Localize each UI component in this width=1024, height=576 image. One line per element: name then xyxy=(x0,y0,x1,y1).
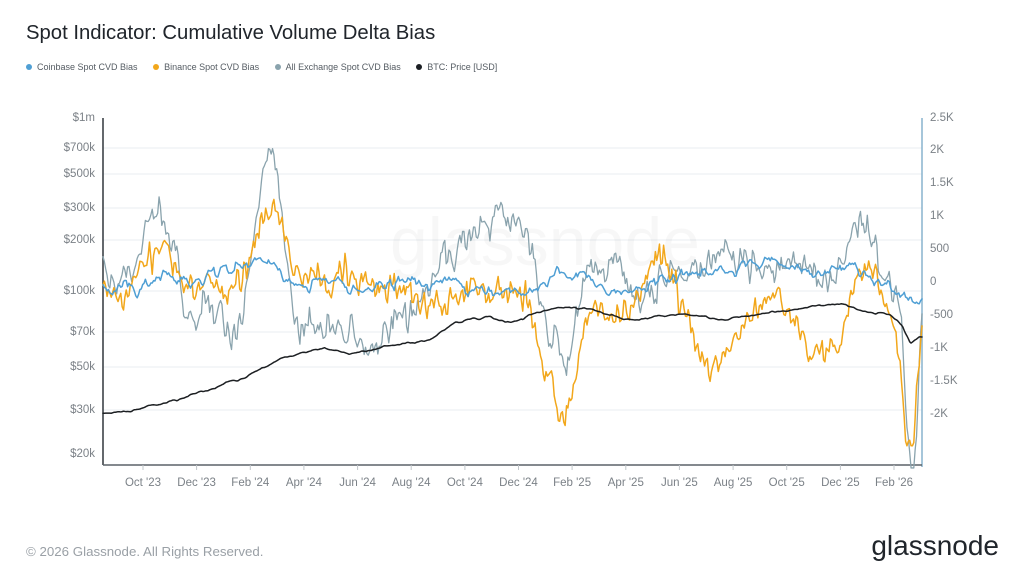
svg-text:glassnode: glassnode xyxy=(390,204,700,280)
